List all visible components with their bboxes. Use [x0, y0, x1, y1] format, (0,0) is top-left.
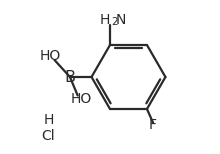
Text: F: F: [149, 118, 157, 132]
Text: H: H: [43, 113, 54, 127]
Text: HO: HO: [40, 49, 61, 63]
Text: N: N: [116, 13, 126, 27]
Text: B: B: [64, 69, 75, 85]
Text: HO: HO: [71, 92, 92, 106]
Text: 2: 2: [111, 17, 117, 27]
Text: H: H: [100, 13, 110, 27]
Text: Cl: Cl: [42, 129, 55, 142]
